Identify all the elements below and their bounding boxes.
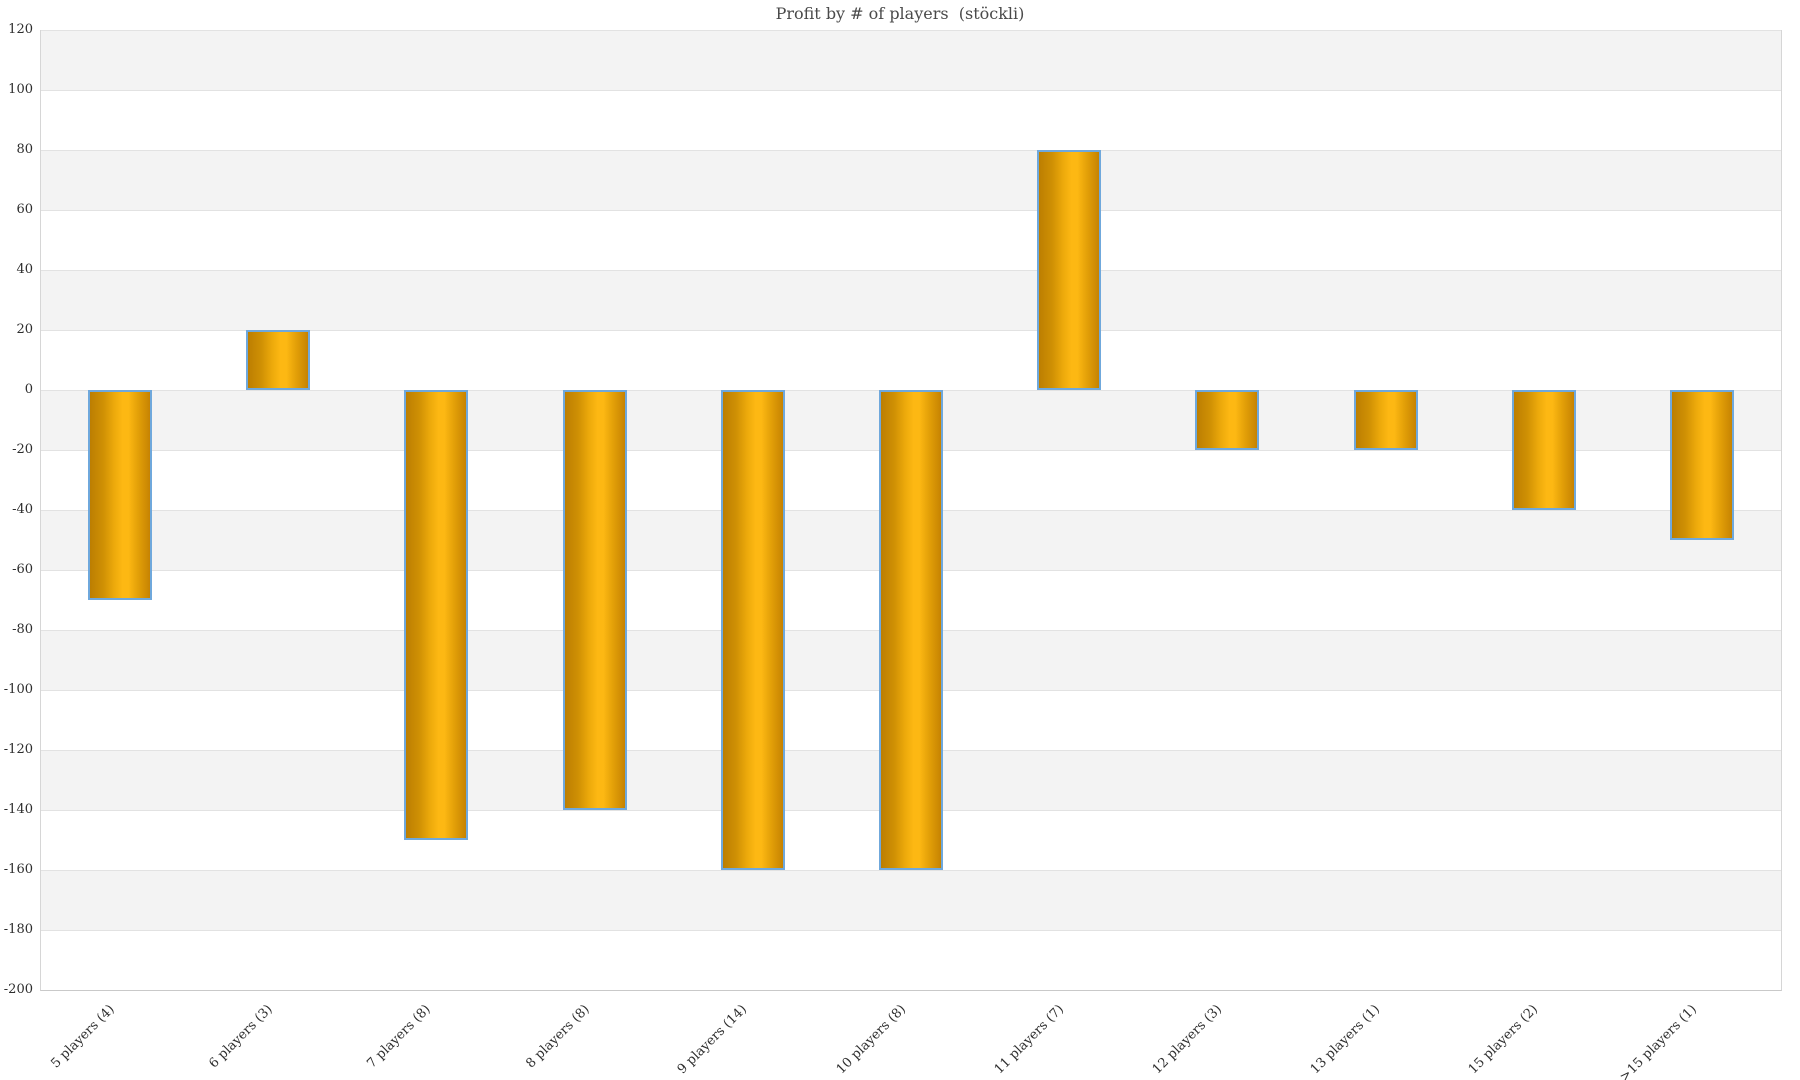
plot-area (40, 30, 1782, 991)
gridline (41, 270, 1781, 271)
bar-11-players-7[interactable] (1037, 150, 1102, 390)
x-axis-label: 11 players (7) (991, 1002, 1067, 1078)
plot-band (41, 870, 1781, 930)
y-axis-tick-label: -120 (3, 742, 33, 757)
bar-6-players-3[interactable] (246, 330, 311, 390)
gridline (41, 150, 1781, 151)
y-axis-tick-label: -140 (3, 802, 33, 817)
y-axis-tick-label: -60 (12, 562, 33, 577)
y-axis-tick-label: -180 (3, 922, 33, 937)
x-axis-label: 12 players (3) (1149, 1002, 1225, 1078)
y-axis-tick-label: -160 (3, 862, 33, 877)
y-axis-tick-label: 20 (16, 322, 33, 337)
gridline (41, 930, 1781, 931)
x-axis-label: >15 players (1) (1616, 1002, 1700, 1080)
gridline (41, 870, 1781, 871)
plot-band (41, 150, 1781, 210)
bar-13-players-1[interactable] (1353, 390, 1418, 450)
y-axis-tick-label: -100 (3, 682, 33, 697)
plot-band (41, 30, 1781, 90)
y-axis-tick-label: -80 (12, 622, 33, 637)
bar-5-players-4[interactable] (88, 390, 153, 600)
bar-10-players-8[interactable] (879, 390, 943, 870)
y-axis-tick-label: 120 (8, 22, 33, 37)
plot-band (41, 930, 1781, 990)
plot-band (41, 330, 1781, 390)
gridline (41, 30, 1781, 31)
plot-band (41, 270, 1781, 330)
plot-band (41, 210, 1781, 270)
plot-band (41, 90, 1781, 150)
x-axis-label: 7 players (8) (364, 1002, 435, 1072)
x-axis-label: 6 players (3) (206, 1002, 276, 1072)
y-axis-tick-label: -200 (3, 982, 33, 997)
chart-title: Profit by # of players (stöckli) (775, 4, 1025, 23)
y-axis-tick-label: -20 (12, 442, 33, 457)
bar-15-players-2[interactable] (1511, 390, 1576, 510)
bar-12-players-3[interactable] (1195, 390, 1260, 450)
gridline (41, 90, 1781, 91)
y-axis-tick-label: -40 (12, 502, 33, 517)
bar-8-players-8[interactable] (562, 390, 627, 810)
y-axis-tick-label: 40 (16, 262, 33, 277)
y-axis-tick-label: 100 (8, 82, 33, 97)
gridline (41, 330, 1781, 331)
x-axis-label: 13 players (1) (1307, 1002, 1384, 1078)
y-axis-tick-label: 60 (16, 202, 33, 217)
bar-9-players-14[interactable] (720, 390, 785, 870)
bar-7-players-8[interactable] (404, 390, 469, 840)
x-axis-label: 5 players (4) (48, 1002, 118, 1072)
x-axis-label: 15 players (2) (1466, 1002, 1542, 1078)
y-axis-tick-label: 80 (16, 142, 33, 157)
gridline (41, 210, 1781, 211)
x-axis-label: 8 players (8) (522, 1002, 593, 1072)
y-axis-tick-label: 0 (24, 382, 33, 397)
x-axis-label: 9 players (14) (675, 1002, 751, 1078)
x-axis-label: 10 players (8) (833, 1002, 909, 1078)
bar-15-players-1[interactable] (1669, 390, 1734, 540)
